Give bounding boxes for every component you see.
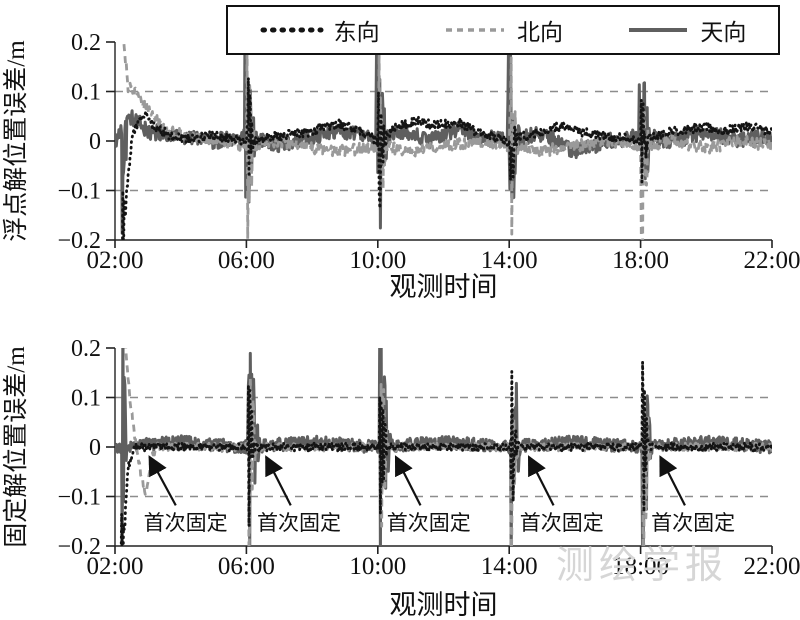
series-line-北向 [122, 42, 772, 240]
first-fix-label: 首次固定 [651, 511, 735, 535]
first-fix-label: 首次固定 [387, 511, 471, 535]
first-fix-label: 首次固定 [257, 511, 341, 535]
x-tick-label: 02:00 [87, 247, 144, 274]
fixed-solution-error-chart: 0.2 0.1 0 −0.1 −0.202:00 06:00 10:00 14:00 18:00… [2, 336, 800, 620]
x-axis-title: 观测时间 [390, 272, 498, 300]
y-tick-label: 0 [89, 435, 101, 461]
north-line-sample-icon [445, 28, 504, 32]
first-fix-arrow [527, 455, 555, 506]
legend-item-up: 天向 [626, 13, 746, 47]
first-fix-arrow [148, 455, 177, 506]
series-line-东向 [119, 360, 772, 546]
first-fix-label: 首次固定 [144, 511, 228, 535]
x-tick-label: 02:00 [87, 553, 144, 580]
series-line-天向 [115, 348, 772, 546]
x-tick-label: 10:00 [349, 553, 406, 580]
x-tick-label: 18:00 [612, 247, 669, 274]
x-tick-label: 18:00 [612, 553, 669, 580]
x-tick-label: 22:00 [744, 553, 800, 580]
y-tick-label: 0.2 [71, 336, 101, 362]
x-tick-label: 14:00 [481, 553, 538, 580]
x-axis-title: 观测时间 [390, 590, 498, 620]
legend: 东向 北向 天向 [226, 5, 780, 55]
series-line-东向 [121, 76, 772, 240]
x-tick-label: 10:00 [349, 247, 406, 274]
up-line-sample-icon [629, 28, 688, 32]
y-tick-label: −0.2 [57, 228, 101, 254]
legend-label-east: 东向 [333, 20, 380, 45]
y-tick-label: −0.1 [57, 179, 101, 205]
legend-label-north: 北向 [516, 20, 563, 45]
x-tick-label: 06:00 [218, 553, 275, 580]
first-fix-arrow [394, 455, 422, 506]
east-line-sample-icon [260, 27, 324, 33]
legend-item-east: 东向 [260, 13, 380, 47]
y-tick-label: −0.2 [57, 534, 101, 560]
y-tick-label: 0.1 [71, 80, 101, 106]
y-tick-label: 0.2 [71, 30, 101, 56]
legend-item-north: 北向 [443, 13, 563, 47]
legend-label-up: 天向 [700, 20, 747, 45]
float-solution-error-chart: 0.2 0.1 0 −0.1 −0.202:00 06:00 10:00 14:00 18:00… [2, 30, 800, 300]
x-tick-label: 14:00 [481, 247, 538, 274]
first-fix-arrow [265, 455, 292, 506]
y-tick-label: 0.1 [71, 386, 101, 412]
first-fix-label: 首次固定 [520, 511, 604, 535]
first-fix-arrow [659, 455, 686, 506]
x-tick-label: 22:00 [744, 247, 800, 274]
x-tick-label: 06:00 [218, 247, 275, 274]
y-axis-title: 固定解位置误差/m [2, 346, 30, 548]
y-axis-title: 浮点解位置误差/m [2, 40, 30, 242]
y-tick-label: 0 [89, 129, 101, 155]
y-tick-label: −0.1 [57, 485, 101, 511]
